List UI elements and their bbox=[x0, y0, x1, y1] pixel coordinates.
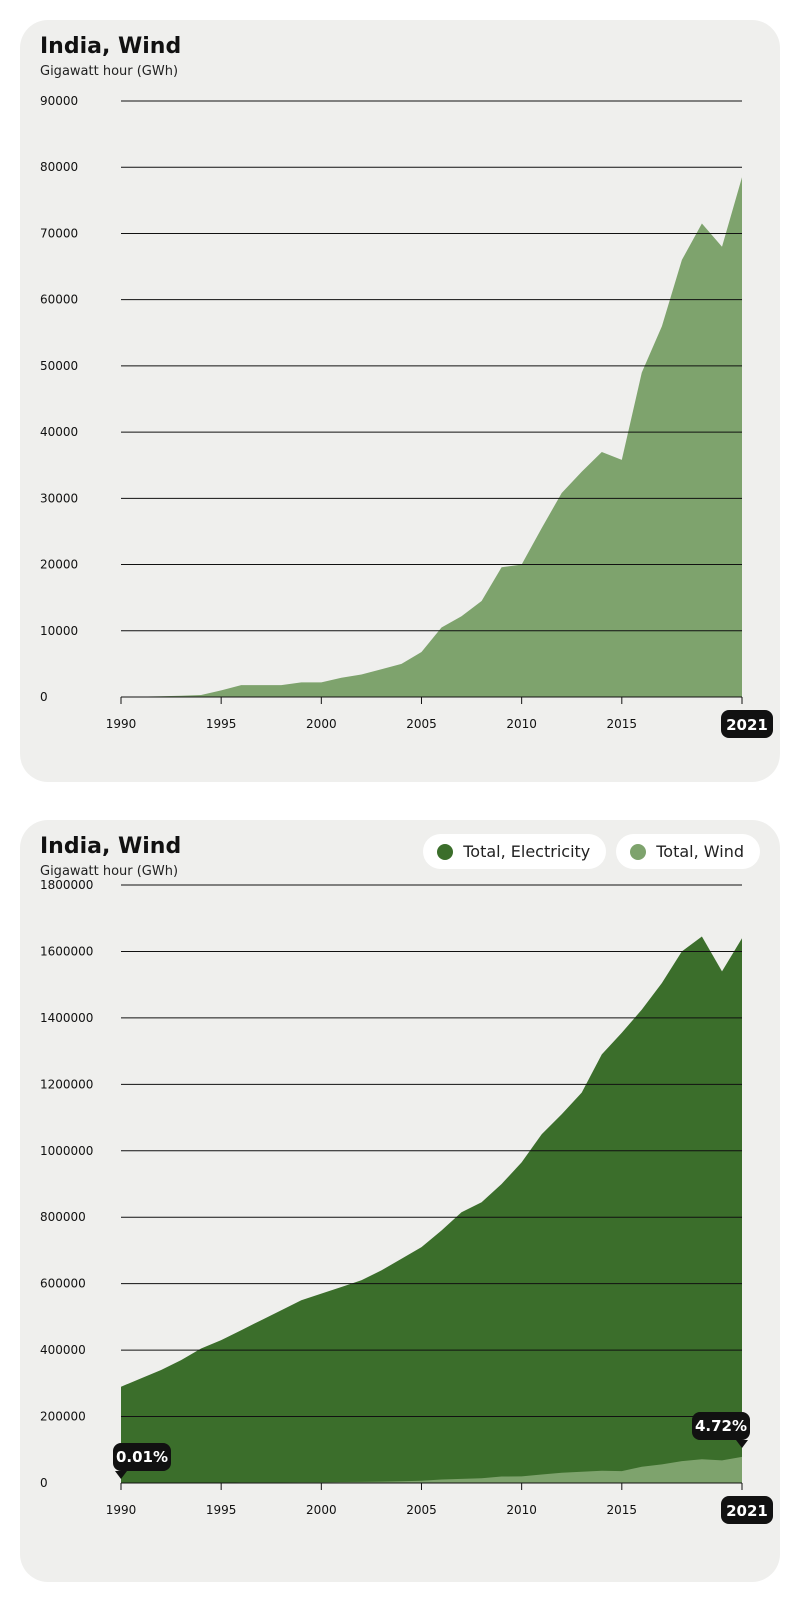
x-tick-label: 2000 bbox=[306, 1503, 337, 1517]
share-annotation-1: 4.72% bbox=[692, 1412, 750, 1448]
x-tick-label: 2000 bbox=[306, 717, 337, 731]
chart-card-wind: India, Wind Gigawatt hour (GWh) 0 10000 20… bbox=[20, 20, 780, 782]
chart-title: India, Wind bbox=[40, 34, 182, 59]
y-tick-label: 0 bbox=[40, 690, 48, 704]
current-year-badge bbox=[721, 710, 773, 738]
x-tick-label: 2015 bbox=[607, 717, 638, 731]
x-tick-label: 2005 bbox=[406, 1503, 437, 1517]
y-tick-label: 20000 bbox=[40, 558, 78, 572]
current-year-badge bbox=[721, 1496, 773, 1524]
y-tick-label: 1200000 bbox=[40, 1077, 93, 1091]
current-year-label: 2021 bbox=[726, 1502, 768, 1520]
legend-dot-wind bbox=[630, 843, 647, 860]
y-tick-label: 0 bbox=[40, 1476, 48, 1490]
x-tick-label: 2010 bbox=[506, 1503, 537, 1517]
legend-item-wind[interactable]: Total, Wind bbox=[616, 834, 760, 869]
current-year-label: 2021 bbox=[726, 716, 768, 734]
x-tick-label: 2010 bbox=[506, 717, 537, 731]
y-tick-label: 1000000 bbox=[40, 1144, 93, 1158]
y-tick-label: 1400000 bbox=[40, 1011, 93, 1025]
legend-item-electricity[interactable]: Total, Electricity bbox=[423, 834, 607, 869]
y-tick-label: 90000 bbox=[40, 94, 78, 108]
y-tick-label: 40000 bbox=[40, 425, 78, 439]
electricity-wind-area-chart: 0 200000 400000 600000 800000 1000000 1200000 1… bbox=[40, 878, 773, 1524]
y-tick-label: 80000 bbox=[40, 160, 78, 174]
chart-card-electricity-vs-wind: India, Wind Gigawatt hour (GWh) Total, E… bbox=[20, 820, 780, 1582]
legend-label-wind: Total, Wind bbox=[656, 842, 744, 861]
y-tick-label: 70000 bbox=[40, 226, 78, 240]
x-tick-label: 1995 bbox=[206, 1503, 237, 1517]
wind-area-chart: 0 10000 20000 30000 40000 50000 60000 70000 8000… bbox=[40, 94, 773, 738]
x-tick-label: 2015 bbox=[607, 1503, 638, 1517]
y-tick-label: 800000 bbox=[40, 1210, 86, 1224]
chart-legend: Total, Electricity Total, Wind bbox=[423, 834, 760, 869]
share-annotation-0: 0.01% bbox=[113, 1443, 171, 1479]
y-tick-label: 400000 bbox=[40, 1343, 86, 1357]
y-tick-label: 1600000 bbox=[40, 944, 93, 958]
area-series-0 bbox=[121, 936, 742, 1483]
y-tick-label: 1800000 bbox=[40, 878, 93, 892]
y-tick-label: 30000 bbox=[40, 491, 78, 505]
share-annotation-label: 4.72% bbox=[695, 1417, 747, 1435]
y-tick-label: 10000 bbox=[40, 624, 78, 638]
y-tick-label: 50000 bbox=[40, 359, 78, 373]
x-tick-label: 2005 bbox=[406, 717, 437, 731]
area-series-1 bbox=[121, 1456, 742, 1483]
legend-dot-electricity bbox=[437, 843, 454, 860]
x-tick-label: 1990 bbox=[106, 1503, 137, 1517]
x-tick-label: 1995 bbox=[206, 717, 237, 731]
y-tick-label: 200000 bbox=[40, 1410, 86, 1424]
chart-unit-label: Gigawatt hour (GWh) bbox=[40, 64, 179, 79]
area-series-0 bbox=[121, 177, 742, 697]
legend-label-electricity: Total, Electricity bbox=[463, 842, 591, 861]
share-annotation-label: 0.01% bbox=[116, 1448, 168, 1466]
chart-title: India, Wind bbox=[40, 834, 182, 859]
y-tick-label: 60000 bbox=[40, 293, 78, 307]
chart-unit-label: Gigawatt hour (GWh) bbox=[40, 864, 179, 879]
x-tick-label: 1990 bbox=[106, 717, 137, 731]
y-tick-label: 600000 bbox=[40, 1277, 86, 1291]
